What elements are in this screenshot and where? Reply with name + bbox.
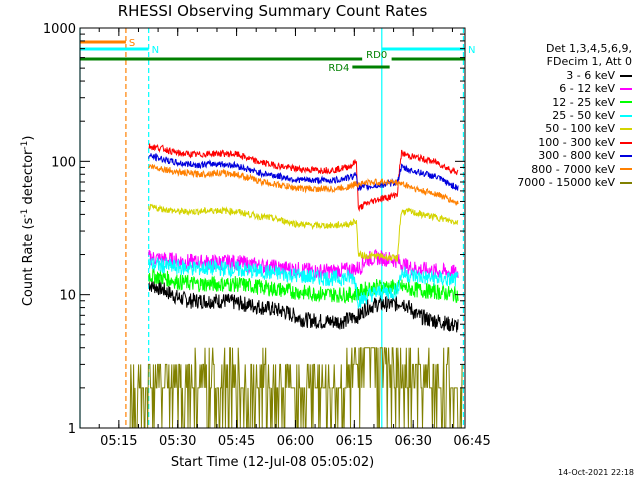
y-axis-label: Count Rate (s-1 detector-1)	[19, 135, 37, 307]
series-line-7000-15000kev	[128, 347, 463, 429]
legend-entry: 50 - 100 keV	[517, 122, 632, 135]
series-line	[148, 268, 459, 304]
legend-swatch	[620, 181, 632, 184]
series-line	[148, 248, 459, 280]
series-line	[148, 153, 459, 192]
legend-entry: 800 - 7000 keV	[517, 163, 632, 176]
x-tick-label: 06:15	[336, 434, 373, 449]
legend-entry: 3 - 6 keV	[517, 69, 632, 82]
y-tick-label: 1000	[43, 22, 76, 37]
legend-header-line-2: FDecim 1, Att 0	[546, 55, 632, 69]
state-bar-label: N	[468, 45, 475, 56]
series-line	[148, 257, 459, 310]
series-line	[148, 163, 459, 206]
legend-entry-label: 50 - 100 keV	[545, 122, 615, 136]
legend-swatch	[620, 168, 632, 171]
x-tick-label: 06:30	[394, 434, 431, 449]
legend-entry: 300 - 800 keV	[517, 149, 632, 162]
state-bar-label: S	[129, 38, 135, 49]
x-tick-label: 06:45	[453, 434, 490, 449]
x-tick-label: 05:45	[218, 434, 255, 449]
x-tick-label: 05:15	[100, 434, 137, 449]
legend-swatch	[620, 87, 632, 90]
legend-entry-label: 7000 - 15000 keV	[517, 176, 615, 190]
legend-header-line-1: Det 1,3,4,5,6,9,	[545, 42, 632, 55]
chart-title: RHESSI Observing Summary Count Rates	[117, 2, 428, 20]
legend-entry-label: 300 - 800 keV	[538, 149, 615, 163]
state-bar-label: N	[152, 45, 159, 56]
legend-swatch	[620, 128, 632, 131]
legend-entry: 25 - 50 keV	[517, 109, 632, 122]
legend-entry: 12 - 25 keV	[517, 96, 632, 109]
y-tick-label: 100	[51, 155, 76, 170]
series-line	[148, 279, 459, 333]
legend-entry-label: 12 - 25 keV	[552, 95, 615, 109]
state-bar-label: RD4	[328, 63, 349, 74]
legend-swatch	[620, 154, 632, 157]
legend-entry-label: 6 - 12 keV	[559, 82, 615, 96]
legend-swatch	[620, 141, 632, 144]
legend-swatch	[620, 101, 632, 104]
x-tick-label: 06:00	[277, 434, 314, 449]
legend-entry-label: 25 - 50 keV	[552, 109, 615, 123]
legend-entry-label: 3 - 6 keV	[566, 68, 615, 82]
y-tick-label: 10	[59, 289, 76, 304]
x-tick-label: 05:30	[159, 434, 196, 449]
plot-frame	[79, 27, 466, 429]
series-line	[148, 203, 459, 262]
legend-entry: 7000 - 15000 keV	[517, 176, 632, 189]
y-tick-label: 1	[68, 422, 76, 437]
legend-swatch	[620, 74, 632, 77]
legend-entry-label: 100 - 300 keV	[538, 135, 615, 149]
legend-swatch	[620, 114, 632, 117]
legend-entry: 100 - 300 keV	[517, 136, 632, 149]
legend: Det 1,3,4,5,6,9, FDecim 1, Att 0 3 - 6 k…	[517, 42, 632, 189]
series-line	[148, 143, 459, 212]
legend-entry: 6 - 12 keV	[517, 82, 632, 95]
footer-timestamp: 14-Oct-2021 22:18	[558, 468, 634, 477]
x-axis-label: Start Time (12-Jul-08 05:05:02)	[170, 455, 375, 470]
legend-entry-label: 800 - 7000 keV	[531, 162, 615, 176]
state-bar-label: RD0	[366, 50, 387, 61]
